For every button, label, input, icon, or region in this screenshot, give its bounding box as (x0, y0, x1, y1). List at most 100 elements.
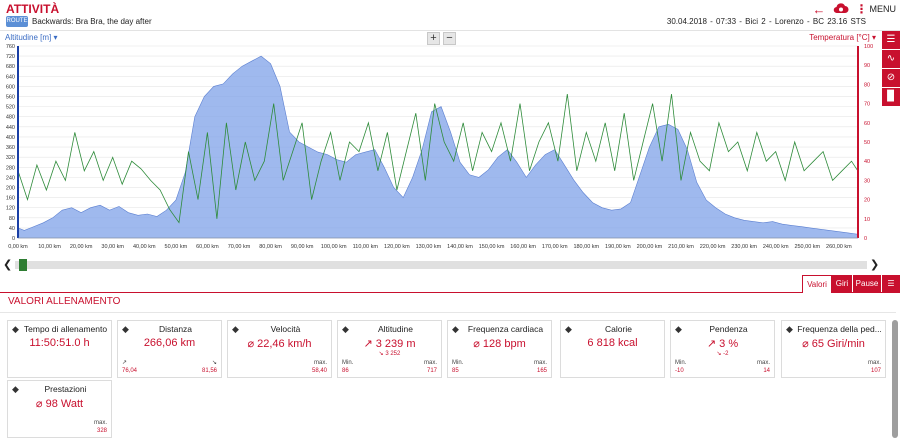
stat-card[interactable]: ◆ Calorie 6 818 kcal (560, 320, 665, 378)
stat-max-value: 107 (870, 368, 881, 374)
chart-side-toolbar: ☰ ∿ ⊘ ▉ (882, 31, 900, 106)
zoom-in-button[interactable]: + (427, 32, 440, 45)
slope-icon: ◆ (675, 324, 682, 334)
flame-icon: ◆ (565, 324, 572, 334)
stat-max-label: max. (93, 420, 107, 426)
stat-max-value: 58,40 (311, 368, 327, 374)
x-tick-label: 160,00 km (510, 244, 536, 250)
stat-min-value: 76,04 (122, 368, 138, 374)
x-tick-label: 230,00 km (731, 244, 757, 250)
stat-title: Altitudine (378, 324, 413, 334)
stat-card[interactable]: ◆ Altitudine ↗ 3 239 m ↘ 3 252 Min. 86 max. 717 (337, 320, 442, 378)
stat-min-value: -10 (675, 368, 684, 374)
stat-max-value: 165 (536, 368, 547, 374)
stat-card[interactable]: ◆ Pendenza ↗ 3 % ↘ -2 Min. -10 max. 14 (670, 320, 775, 378)
scroll-track[interactable] (15, 261, 867, 269)
right-axis-selector[interactable]: Temperatura [°C] ▾ (809, 33, 876, 42)
x-tick-label: 30,00 km (101, 244, 124, 250)
y-left-tick-label: 360 (6, 145, 15, 151)
stat-title: Velocità (270, 324, 301, 334)
elevation-chart[interactable]: 0408012016020024028032036040044048052056… (0, 44, 880, 258)
scroll-handle[interactable] (19, 259, 27, 271)
stat-max-label: max. (533, 360, 547, 366)
tab-giri[interactable]: Giri (832, 275, 852, 293)
x-tick-label: 70,00 km (228, 244, 251, 250)
stat-title: Calorie (605, 324, 632, 334)
menu-dots-icon: ⋮ (855, 2, 868, 16)
scroll-left-icon[interactable]: ❮ (3, 259, 13, 271)
x-tick-label: 210,00 km (668, 244, 694, 250)
stat-value: ⌀ 98 Watt (35, 398, 84, 410)
bar-chart-icon[interactable]: ▉ (882, 88, 900, 106)
stat-title: Prestazioni (44, 384, 87, 394)
y-right-tick-label: 40 (864, 159, 870, 165)
y-right-tick-label: 80 (864, 82, 870, 88)
heart-icon: ◆ (452, 324, 459, 334)
list-icon[interactable]: ☰ (882, 31, 900, 49)
stat-value: 11:50:51.0 h (29, 337, 90, 349)
left-axis-selector[interactable]: Altitudine [m] ▾ (5, 33, 58, 42)
menu-label: MENU (869, 4, 897, 14)
y-left-tick-label: 480 (6, 115, 15, 121)
stat-value: ↗ 3 % (706, 338, 739, 350)
y-left-tick-label: 240 (6, 175, 15, 181)
section-divider (0, 312, 896, 313)
scroll-right-icon[interactable]: ❯ (870, 259, 880, 271)
temperature-line (17, 93, 859, 224)
clock-icon: ◆ (12, 324, 19, 334)
stat-title: Pendenza (709, 324, 748, 334)
stat-card[interactable]: ◆ Tempo di allenamento 11:50:51.0 h (7, 320, 112, 378)
page-title: ATTIVITÀ (6, 2, 60, 16)
back-arrow-icon[interactable]: ← (812, 1, 826, 17)
zoom-out-button[interactable]: − (443, 32, 456, 45)
x-tick-label: 250,00 km (794, 244, 820, 250)
power-icon: ◆ (12, 384, 19, 394)
x-tick-label: 50,00 km (165, 244, 188, 250)
x-tick-label: 140,00 km (447, 244, 473, 250)
stat-min-label: ↗ (122, 360, 128, 366)
tabs-bar: Valori Giri Pause ☰ (0, 273, 900, 293)
y-left-tick-label: 560 (6, 95, 15, 101)
y-left-tick-label: 400 (6, 135, 15, 141)
x-tick-label: 90,00 km (291, 244, 314, 250)
ride-name: Backwards: Bra Bra, the day after (32, 17, 152, 26)
vertical-scrollbar[interactable] (892, 320, 898, 438)
y-left-tick-label: 640 (6, 74, 15, 80)
tab-pause[interactable]: Pause (853, 275, 881, 293)
stat-title: Distanza (158, 324, 193, 334)
x-tick-label: 20,00 km (70, 244, 93, 250)
x-tick-label: 40,00 km (133, 244, 156, 250)
line-chart-icon[interactable]: ∿ (882, 50, 900, 68)
stat-card[interactable]: ◆ Frequenza cardiaca ⌀ 128 bpm Min. 85 max. 16… (447, 320, 552, 378)
stat-value: 266,06 km (143, 337, 196, 349)
x-tick-label: 170,00 km (542, 244, 568, 250)
cloud-sync-icon[interactable] (833, 2, 849, 16)
y-right-tick-label: 70 (864, 102, 870, 108)
x-tick-label: 220,00 km (700, 244, 726, 250)
altitude-area (17, 55, 859, 239)
stat-max-label: max. (423, 360, 437, 366)
y-right-tick-label: 10 (864, 217, 870, 223)
stat-card[interactable]: ◆ Frequenza della ped... ⌀ 65 Giri/min max.… (781, 320, 886, 378)
stat-title: Frequenza cardiaca (467, 324, 544, 334)
tab-list-icon[interactable]: ☰ (882, 275, 900, 293)
x-tick-label: 150,00 km (479, 244, 505, 250)
stat-card[interactable]: ◆ Velocità ⌀ 22,46 km/h max. 58,40 (227, 320, 332, 378)
stat-value: ⌀ 65 Giri/min (802, 338, 865, 350)
stat-max-label: max. (867, 360, 881, 366)
x-tick-label: 260,00 km (826, 244, 852, 250)
stat-card[interactable]: ◆ Distanza 266,06 km ↗ 76,04 ↘ 81,56 (117, 320, 222, 378)
tab-valori[interactable]: Valori (802, 275, 832, 293)
stat-max-label: max. (756, 360, 770, 366)
menu-button[interactable]: ⋮ MENU (856, 2, 897, 16)
range-scroller[interactable]: ❮ ❯ (0, 257, 900, 273)
stat-title: Frequenza della ped... (797, 324, 882, 334)
x-tick-label: 110,00 km (353, 244, 379, 250)
y-left-tick-label: 520 (6, 105, 15, 111)
stat-card[interactable]: ◆ Prestazioni ⌀ 98 Watt max. 328 (7, 380, 112, 438)
stat-max-value: 717 (426, 368, 437, 374)
speedometer-icon: ◆ (232, 324, 239, 334)
y-right-tick-label: 20 (864, 198, 870, 204)
no-filter-icon[interactable]: ⊘ (882, 69, 900, 87)
stat-max-value: 14 (763, 368, 770, 374)
